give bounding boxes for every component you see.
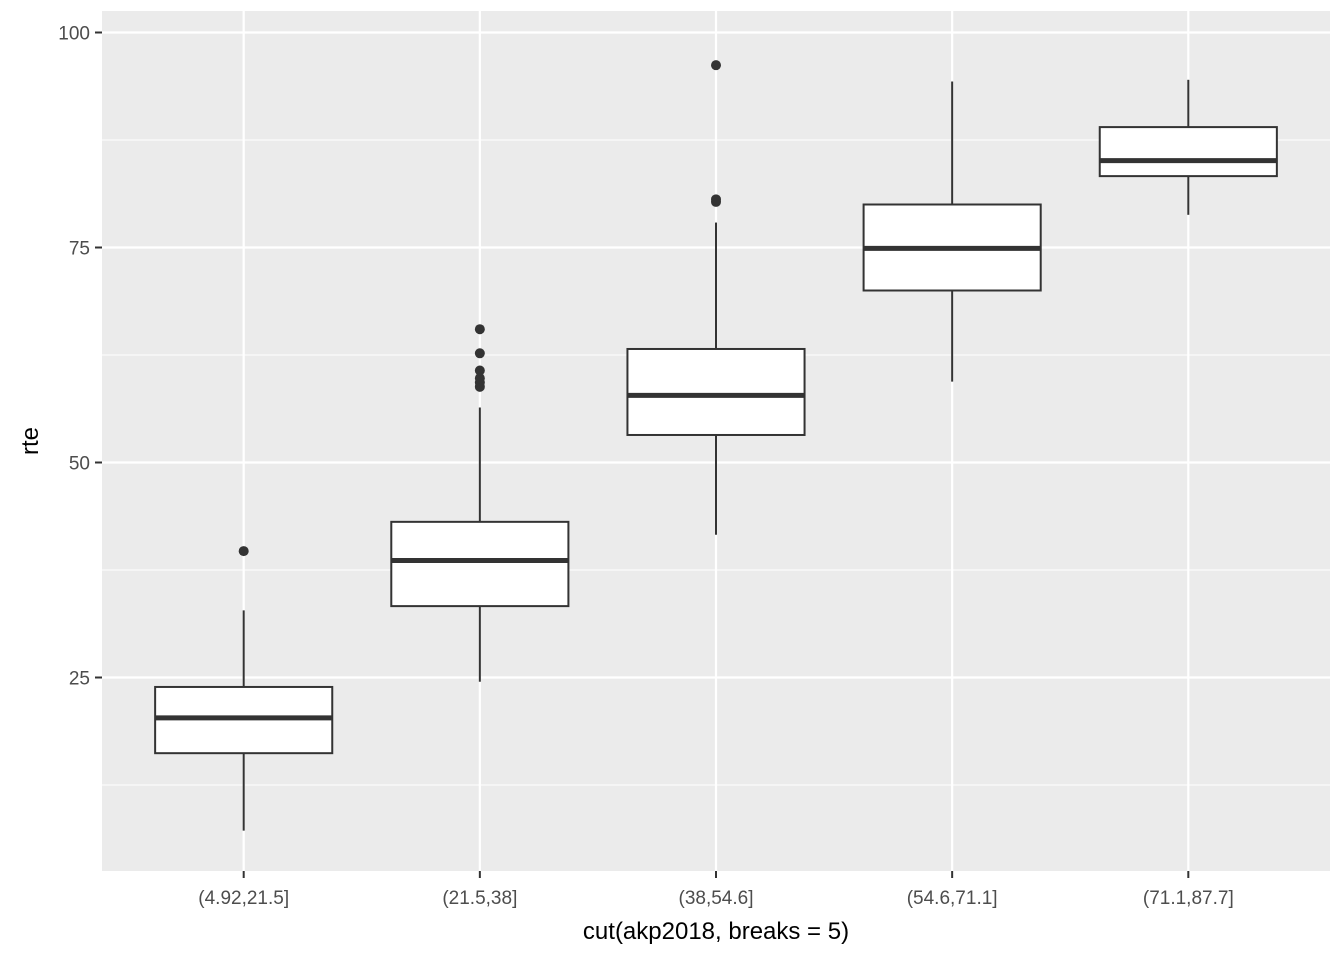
x-tick-label: (71.1,87.7]	[1143, 888, 1234, 909]
y-tick-label: 100	[58, 24, 90, 45]
y-tick-label: 75	[69, 239, 90, 260]
x-tick-label: (21.5,38]	[442, 888, 517, 909]
box-iqr	[1098, 126, 1278, 178]
outlier-point	[711, 60, 721, 71]
outlier-point	[474, 324, 485, 335]
x-tick-label: (4.92,21.5]	[198, 888, 289, 909]
box-group	[390, 324, 570, 682]
x-axis-title: cut(akp2018, breaks = 5)	[583, 918, 849, 945]
x-axis: (4.92,21.5] (21.5,38] (38,54.6] (54.6,71.1]…	[198, 871, 1234, 909]
outlier-point	[238, 546, 249, 557]
box-group	[626, 60, 806, 535]
outlier-point	[474, 348, 485, 359]
box-iqr	[390, 520, 570, 608]
y-tick-label: 25	[69, 669, 90, 690]
outlier-point	[474, 365, 485, 376]
y-axis-title: rte	[17, 427, 44, 455]
box-iqr	[626, 347, 806, 436]
boxes-layer	[154, 60, 1278, 831]
box-group	[154, 546, 334, 831]
y-axis: 25 50 75 100	[58, 24, 102, 690]
x-tick-label: (54.6,71.1]	[907, 888, 998, 909]
box-group	[862, 81, 1042, 382]
outlier-point	[711, 194, 721, 205]
outlier-point	[474, 373, 485, 384]
x-tick-label: (38,54.6]	[679, 888, 754, 909]
box-group	[1098, 79, 1278, 215]
y-tick-label: 50	[69, 454, 90, 475]
